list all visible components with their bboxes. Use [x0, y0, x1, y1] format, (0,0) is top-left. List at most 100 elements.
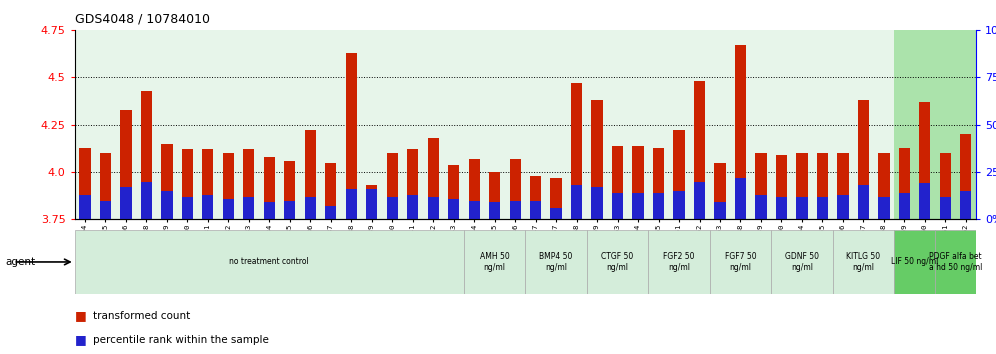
Bar	[121, 110, 131, 219]
Text: agent: agent	[5, 257, 35, 267]
Bar	[202, 149, 213, 219]
Bar	[551, 208, 562, 219]
Text: AMH 50
ng/ml: AMH 50 ng/ml	[480, 252, 510, 272]
Bar	[838, 153, 849, 219]
Bar	[367, 189, 377, 219]
Bar	[735, 45, 746, 219]
Text: FGF2 50
ng/ml: FGF2 50 ng/ml	[663, 252, 695, 272]
Bar	[710, 30, 771, 219]
Bar	[305, 197, 316, 219]
Bar	[592, 187, 603, 219]
Bar	[919, 183, 930, 219]
Bar	[526, 230, 587, 294]
Bar	[468, 200, 480, 219]
Bar	[592, 100, 603, 219]
Bar	[571, 83, 583, 219]
Bar	[894, 230, 935, 294]
Bar	[898, 193, 910, 219]
Bar	[714, 202, 726, 219]
Text: KITLG 50
ng/ml: KITLG 50 ng/ml	[847, 252, 880, 272]
Text: GDNF 50
ng/ml: GDNF 50 ng/ml	[785, 252, 819, 272]
Bar	[80, 195, 91, 219]
Bar	[632, 145, 643, 219]
Bar	[202, 195, 213, 219]
Bar	[264, 202, 275, 219]
Bar	[935, 30, 976, 219]
Bar	[346, 189, 357, 219]
Text: BMP4 50
ng/ml: BMP4 50 ng/ml	[540, 252, 573, 272]
Bar	[797, 197, 808, 219]
Bar	[427, 197, 439, 219]
Bar	[612, 193, 623, 219]
Bar	[284, 200, 296, 219]
Bar	[838, 195, 849, 219]
Text: percentile rank within the sample: percentile rank within the sample	[93, 335, 269, 346]
Bar	[935, 230, 976, 294]
Bar	[464, 30, 526, 219]
Bar	[817, 153, 828, 219]
Bar	[243, 149, 254, 219]
Bar	[939, 197, 951, 219]
Text: PDGF alfa bet
a hd 50 ng/ml: PDGF alfa bet a hd 50 ng/ml	[929, 252, 982, 272]
Bar	[407, 149, 418, 219]
Bar	[776, 197, 787, 219]
Bar	[161, 191, 172, 219]
Bar	[587, 230, 648, 294]
Bar	[735, 178, 746, 219]
Bar	[367, 185, 377, 219]
Bar	[181, 149, 193, 219]
Bar	[833, 230, 894, 294]
Bar	[960, 134, 971, 219]
Bar	[346, 53, 357, 219]
Bar	[894, 30, 935, 219]
Bar	[325, 206, 337, 219]
Bar	[694, 182, 705, 219]
Bar	[673, 191, 684, 219]
Bar	[427, 138, 439, 219]
Bar	[223, 199, 234, 219]
Bar	[464, 230, 526, 294]
Bar	[284, 161, 296, 219]
Bar	[648, 30, 710, 219]
Bar	[75, 230, 464, 294]
Bar	[325, 163, 337, 219]
Bar	[386, 197, 397, 219]
Text: GDS4048 / 10784010: GDS4048 / 10784010	[75, 12, 210, 25]
Bar	[489, 172, 500, 219]
Bar	[526, 30, 587, 219]
Bar	[121, 187, 131, 219]
Bar	[833, 30, 894, 219]
Bar	[448, 165, 459, 219]
Bar	[264, 157, 275, 219]
Text: FGF7 50
ng/ml: FGF7 50 ng/ml	[725, 252, 756, 272]
Bar	[771, 230, 833, 294]
Bar	[223, 153, 234, 219]
Bar	[407, 195, 418, 219]
Bar	[181, 197, 193, 219]
Bar	[939, 153, 951, 219]
Text: no treatment control: no treatment control	[229, 257, 309, 267]
Bar	[673, 131, 684, 219]
Bar	[919, 102, 930, 219]
Bar	[653, 148, 664, 219]
Bar	[710, 230, 771, 294]
Bar	[612, 145, 623, 219]
Bar	[714, 163, 726, 219]
Text: transformed count: transformed count	[93, 310, 190, 321]
Bar	[100, 200, 112, 219]
Bar	[755, 153, 767, 219]
Bar	[587, 30, 648, 219]
Bar	[755, 195, 767, 219]
Bar	[878, 153, 889, 219]
Bar	[530, 200, 541, 219]
Bar	[858, 185, 870, 219]
Bar	[653, 193, 664, 219]
Bar	[551, 178, 562, 219]
Bar	[817, 197, 828, 219]
Bar	[858, 100, 870, 219]
Bar	[161, 144, 172, 219]
Bar	[898, 148, 910, 219]
Bar	[632, 193, 643, 219]
Bar	[100, 153, 112, 219]
Bar	[571, 185, 583, 219]
